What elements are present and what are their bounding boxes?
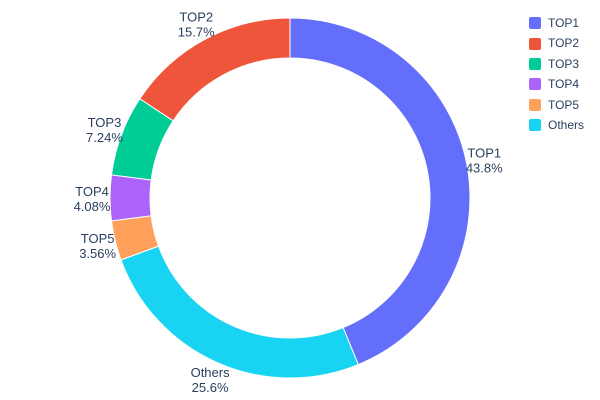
legend-item-top1[interactable]: TOP1 xyxy=(527,14,586,32)
legend-item-top4[interactable]: TOP4 xyxy=(527,75,586,93)
slice-label-top1: TOP1 43.8% xyxy=(466,146,503,176)
legend-item-top3[interactable]: TOP3 xyxy=(527,55,586,73)
legend-label-top2: TOP2 xyxy=(547,36,580,51)
slice-label-top3: TOP3 7.24% xyxy=(86,115,123,145)
legend-label-top5: TOP5 xyxy=(547,97,580,112)
pie-slice-top1[interactable] xyxy=(289,17,471,366)
pie-slice-top4[interactable] xyxy=(109,174,152,222)
legend-swatch-others xyxy=(528,119,541,132)
slice-label-top2: TOP2 15.7% xyxy=(178,10,215,40)
pie-slice-others[interactable] xyxy=(120,245,359,379)
legend-item-top2[interactable]: TOP2 xyxy=(527,34,586,52)
legend-label-top3: TOP3 xyxy=(547,56,580,71)
legend-label-top1: TOP1 xyxy=(547,16,580,30)
legend: TOP1 TOP2 TOP3 TOP4 TOP5 Others xyxy=(527,14,586,134)
legend-label-others: Others xyxy=(547,117,584,132)
slice-label-top4: TOP4 4.08% xyxy=(74,184,111,214)
legend-item-others[interactable]: Others xyxy=(527,116,586,134)
legend-swatch-top2 xyxy=(528,37,541,50)
legend-swatch-top1 xyxy=(528,17,541,30)
legend-label-top4: TOP4 xyxy=(547,77,580,92)
legend-swatch-top3 xyxy=(528,57,541,70)
pie-slice-top2[interactable] xyxy=(139,17,291,122)
slice-label-top5: TOP5 3.56% xyxy=(79,231,116,261)
slice-label-others: Others 25.6% xyxy=(191,365,231,395)
legend-item-top5[interactable]: TOP5 xyxy=(527,96,586,114)
legend-swatch-top4 xyxy=(528,78,541,91)
legend-swatch-top5 xyxy=(528,98,541,111)
